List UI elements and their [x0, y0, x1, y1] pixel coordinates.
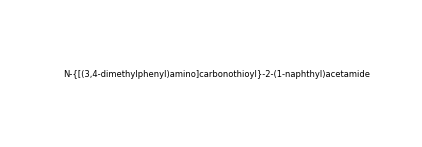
Text: N-{[(3,4-dimethylphenyl)amino]carbonothioyl}-2-(1-naphthyl)acetamide: N-{[(3,4-dimethylphenyl)amino]carbonothi… [63, 70, 370, 79]
